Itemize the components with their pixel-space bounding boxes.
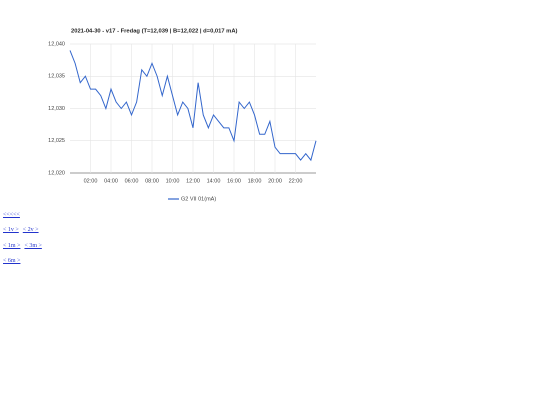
x-tick-label: 02:00 (84, 178, 98, 184)
x-tick-label: 06:00 (125, 178, 139, 184)
y-tick-label: 12,025 (48, 138, 65, 144)
link-row: < 1m > < 3m > (3, 243, 46, 258)
link-row: < 1v > < 2v > (3, 227, 46, 242)
x-tick-label: 22:00 (289, 178, 303, 184)
x-tick-label: 14:00 (207, 178, 221, 184)
x-tick-label: 20:00 (268, 178, 282, 184)
x-tick-label: 12:00 (186, 178, 200, 184)
nav-links: <<<<< < 1v > < 2v > < 1m > < 3m > < 6m > (3, 212, 46, 273)
nav-link[interactable]: < 1v > (3, 227, 19, 234)
link-row: <<<<< (3, 212, 46, 227)
nav-link[interactable]: < 3m > (24, 242, 42, 249)
x-tick-label: 10:00 (166, 178, 180, 184)
nav-link[interactable]: < 6m > (3, 257, 21, 264)
chart: 2021-04-30 - v17 - Fredag (T=12,039 | B=… (48, 29, 317, 202)
nav-link[interactable]: < 1m > (3, 242, 21, 249)
y-tick-label: 12,030 (48, 106, 65, 112)
x-tick-label: 08:00 (145, 178, 159, 184)
y-tick-label: 12,040 (48, 41, 65, 47)
chart-title: 2021-04-30 - v17 - Fredag (T=12,039 | B=… (71, 29, 238, 35)
nav-link[interactable]: < 2v > (22, 227, 39, 234)
nav-link[interactable]: <<<<< (3, 212, 20, 218)
x-tick-label: 16:00 (227, 178, 241, 184)
x-tick-label: 04:00 (104, 178, 118, 184)
legend-label: G2 VII 01(mA) (181, 196, 216, 202)
link-row: < 6m > (3, 258, 46, 273)
data-line (69, 50, 317, 162)
y-tick-label: 12,035 (48, 74, 65, 80)
x-tick-label: 18:00 (248, 178, 262, 184)
y-tick-label: 12,020 (48, 170, 65, 176)
